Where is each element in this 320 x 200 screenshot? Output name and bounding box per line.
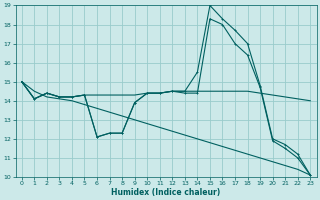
X-axis label: Humidex (Indice chaleur): Humidex (Indice chaleur) — [111, 188, 221, 197]
